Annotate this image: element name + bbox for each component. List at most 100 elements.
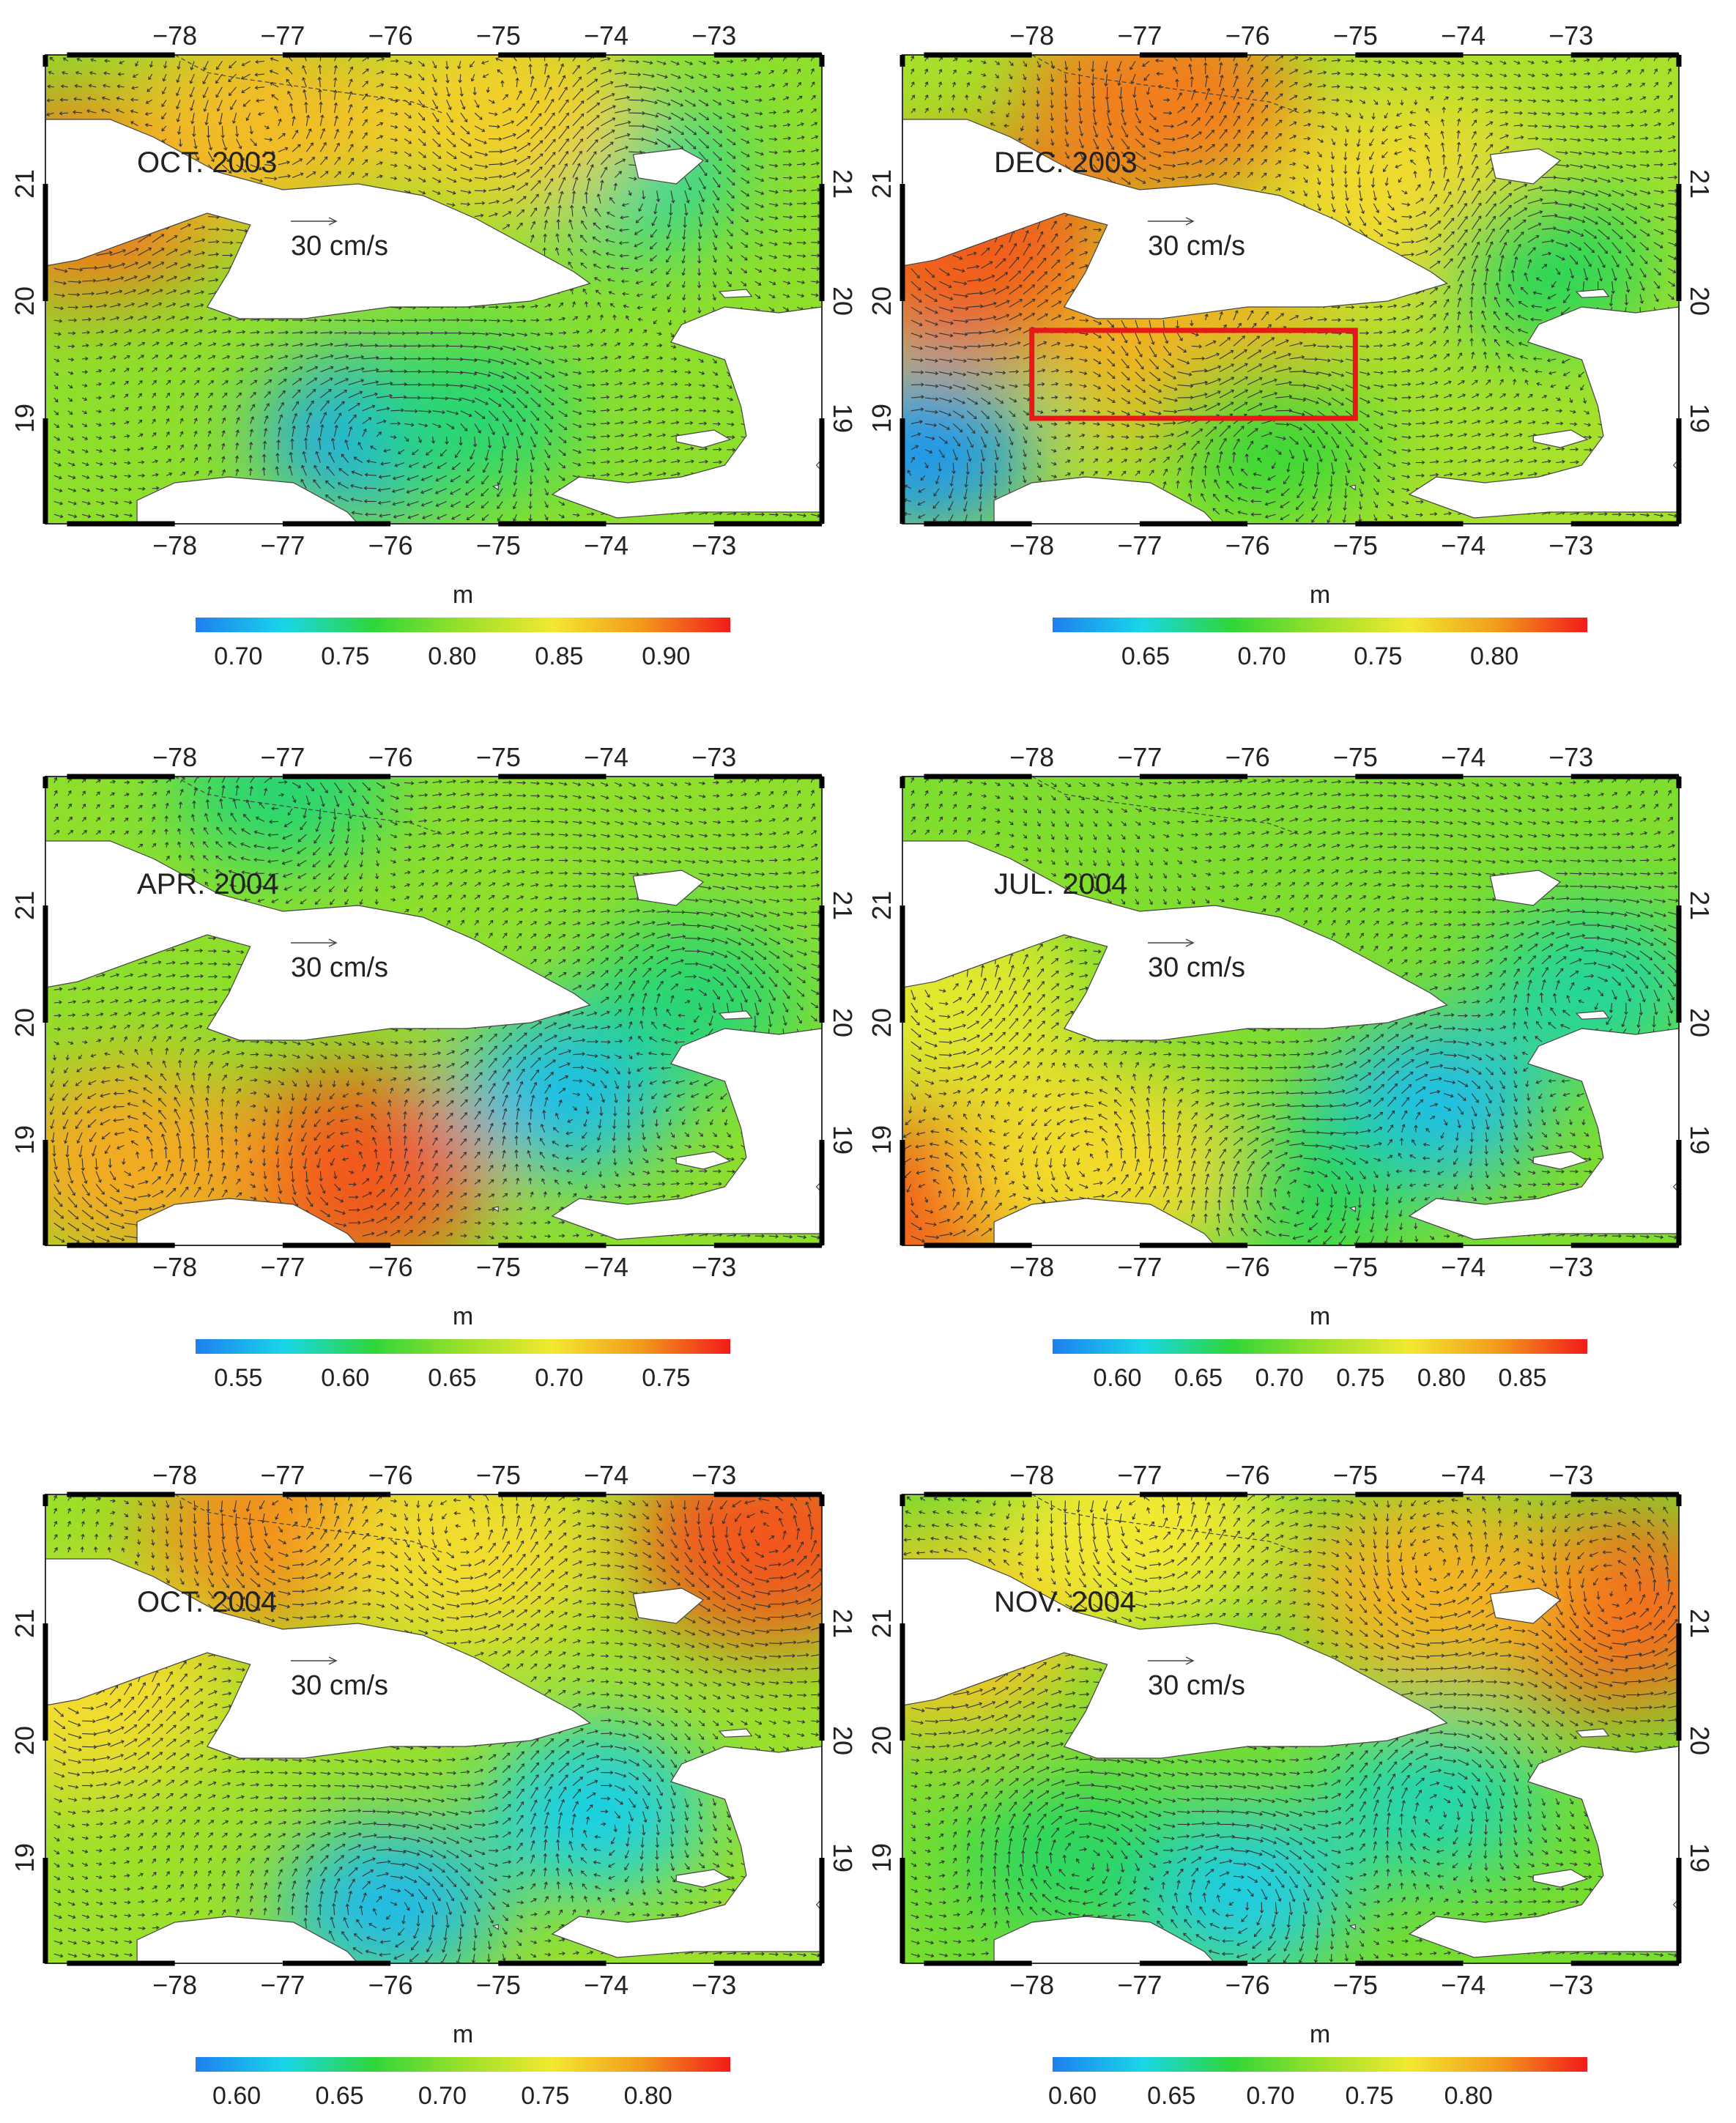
land-inagua [1489,870,1562,906]
colorbar-tick-label: 0.65 [315,2082,363,2110]
land-gonave [675,429,732,448]
land-cuba [45,1558,591,1759]
lon-tick-label: −73 [691,742,736,772]
lon-tick-label: −77 [1117,1460,1162,1490]
lon-tick-label: −73 [691,530,736,560]
colorbar-tick-label: 0.80 [1417,1364,1466,1392]
map-panel: −78 −78 −77 −77 −76 −76 −75 −75 −74 −74 −73 −73 19 19… [867,742,1715,1392]
land-cuba [902,119,1448,319]
map-panel: −78 −78 −77 −77 −76 −76 −75 −75 −74 −74 −73 −73 19 19… [867,21,1715,670]
lat-tick-label: 20 [828,1008,858,1037]
land-cuba [902,840,1448,1041]
high-anomaly-blob [1000,1494,1279,1632]
land-masses [45,55,822,524]
lat-tick-label: 20 [867,1726,897,1755]
colorbar-tick-label: 0.75 [1345,2082,1393,2110]
lon-tick-label: −73 [691,21,736,51]
land-tortuga [1575,1010,1610,1020]
land-navassa [492,484,499,491]
map-panel: −78 −78 −77 −77 −76 −76 −75 −75 −74 −74 −73 −73 19 19… [867,1460,1715,2110]
lon-tick-label: −75 [476,742,521,772]
land-haiti [551,306,822,519]
lon-tick-label: −77 [260,742,305,772]
land-masses [902,1494,1679,1963]
land-tortuga [718,289,753,298]
land-haiti [1408,1746,1679,1958]
land-gonave [675,1869,732,1888]
lon-tick-label: −76 [368,530,413,560]
lon-tick-label: −77 [1117,1252,1162,1282]
lon-tick-label: −77 [1117,530,1162,560]
colorbar-tick-label: 0.80 [624,2082,672,2110]
lon-tick-label: −78 [152,742,197,772]
lon-tick-label: −76 [368,21,413,51]
land-cuba [902,1558,1448,1759]
lat-tick-label: 21 [867,169,897,199]
lat-tick-label: 21 [828,169,858,199]
colorbar-tick-label: 0.80 [1470,642,1518,670]
lon-tick-label: −73 [1548,1460,1593,1490]
high-anomaly-blob [327,1494,606,1656]
low-anomaly-blob [1483,907,1679,1068]
colorbar-tick-label: 0.60 [212,2082,261,2110]
map-panel: −78 −78 −77 −77 −76 −76 −75 −75 −74 −74 −73 −73 19 19… [10,742,858,1392]
land-jamaica [993,476,1216,524]
unit-label: m [1310,581,1330,609]
colorbar-tick-label: 0.65 [1147,2082,1195,2110]
land-tortuga [1575,1728,1610,1738]
lon-tick-label: −77 [260,1970,305,2000]
colorbar-tick-label: 0.75 [321,642,369,670]
lon-tick-label: −73 [1548,530,1593,560]
land-jamaica [136,1198,359,1245]
lat-tick-label: 19 [10,1843,40,1872]
land-gonave [1532,1869,1589,1888]
map-panel: −78 −78 −77 −77 −76 −76 −75 −75 −74 −74 −73 −73 19 19… [10,1460,858,2110]
lon-tick-label: −73 [691,1460,736,1490]
lon-tick-label: −74 [584,1460,628,1490]
land-tortuga [718,1728,753,1738]
colorbar-tick-label: 0.75 [1354,642,1402,670]
colorbar [1053,1339,1587,1354]
colorbar-tick-label: 0.75 [1336,1364,1384,1392]
lon-tick-label: −73 [691,1252,736,1282]
lon-tick-label: −74 [584,530,628,560]
lon-tick-label: −78 [1009,1252,1054,1282]
lon-tick-label: −77 [260,1460,305,1490]
lon-tick-label: −76 [1225,1460,1270,1490]
bahamas-islands [174,55,445,114]
lon-tick-label: −75 [1333,530,1378,560]
lon-tick-label: −76 [1225,1252,1270,1282]
land-haiti [1408,306,1679,519]
lon-tick-label: −77 [1117,1970,1162,2000]
colorbar-tick-label: 0.75 [642,1364,690,1392]
unit-label: m [1310,2020,1330,2048]
high-anomaly-blob [957,1061,1236,1245]
lon-tick-label: −76 [368,742,413,772]
low-anomaly-blob [356,338,576,499]
lat-tick-label: 20 [867,1008,897,1037]
lon-tick-label: −73 [1548,1970,1593,2000]
lon-tick-label: −75 [476,530,521,560]
lon-tick-label: −74 [1441,21,1485,51]
lon-tick-label: −73 [1548,21,1593,51]
lat-tick-label: 19 [828,1125,858,1155]
panel-title: JUL. 2004 [994,868,1127,900]
low-anomaly-blob [1439,185,1660,347]
bahamas-islands [174,777,445,836]
current-vectors [902,777,1679,1245]
colorbar-tick-label: 0.80 [1444,2082,1493,2110]
vector-scale-label: 30 cm/s [291,1670,388,1701]
land-jamaica [136,1916,359,1963]
colorbar-tick-label: 0.75 [521,2082,569,2110]
land-cuba [45,840,591,1041]
high-anomaly-blob [45,1061,271,1245]
lon-tick-label: −73 [691,1970,736,2000]
land-masses [45,1494,822,1963]
low-anomaly-blob [965,1777,1185,1938]
lon-tick-label: −78 [1009,1460,1054,1490]
lon-tick-label: −74 [1441,530,1485,560]
vector-scale-label: 30 cm/s [1148,952,1245,983]
colorbar [196,1339,730,1354]
lon-tick-label: −73 [1548,742,1593,772]
